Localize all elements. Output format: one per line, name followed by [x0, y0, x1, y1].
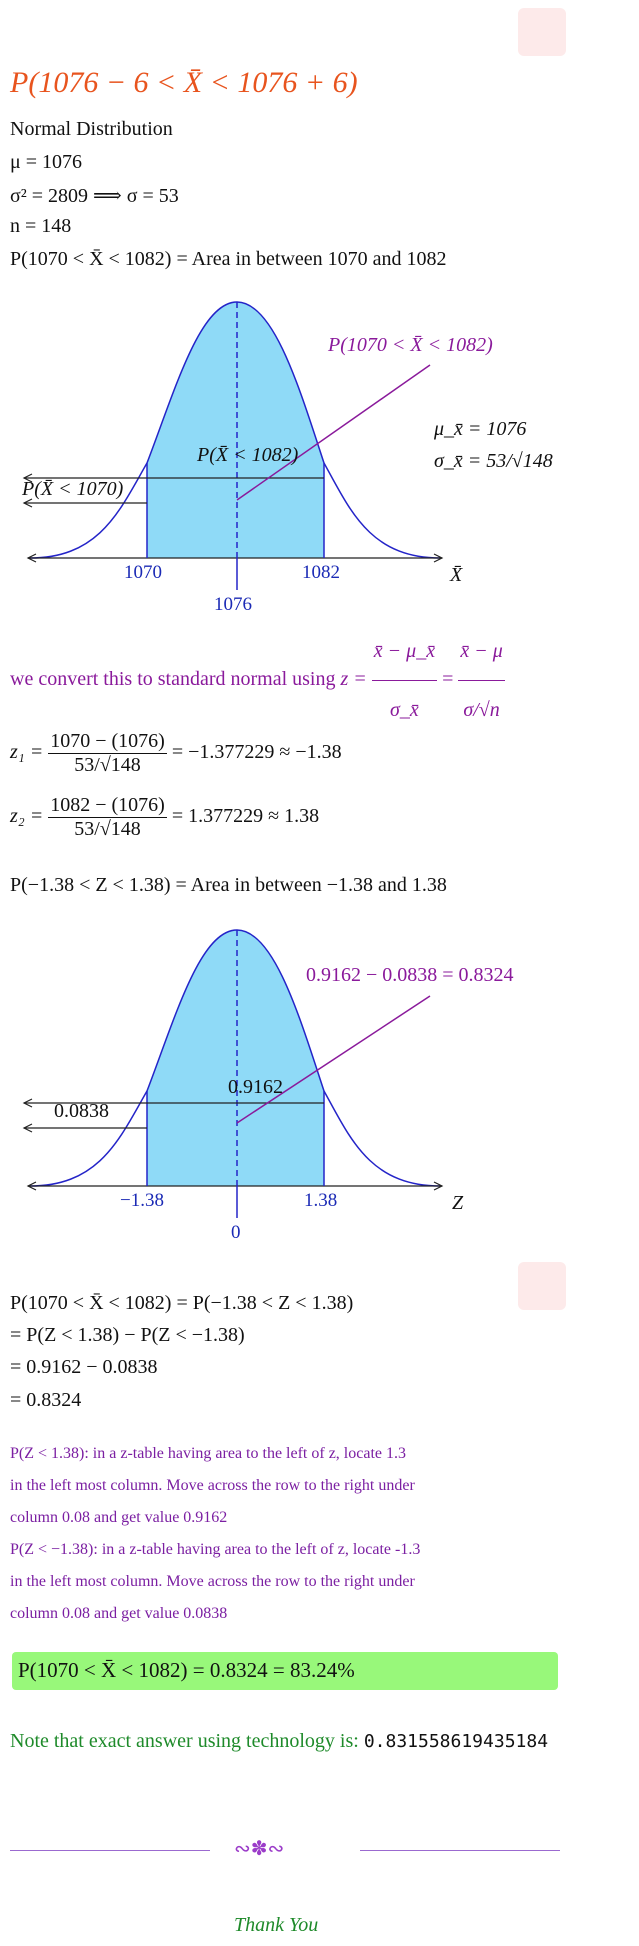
z-table-note: P(Z < 1.38): in a z-table having area to…	[10, 1445, 406, 1462]
step-line: = 0.9162 − 0.0838	[10, 1356, 158, 1378]
standardize-formula: we convert this to standard normal using…	[10, 622, 570, 739]
callout-line	[236, 364, 431, 501]
distribution-label: Normal Distribution	[10, 118, 173, 140]
shaded-area	[147, 930, 324, 1186]
step-line: = P(Z < 1.38) − P(Z < −1.38)	[10, 1324, 245, 1346]
graph1-axis-label: X̄	[450, 564, 463, 586]
probability-area-statement: P(1070 < X̄ < 1082) = Area in between 10…	[10, 248, 447, 270]
shaded-area	[147, 302, 324, 558]
step-line: P(1070 < X̄ < 1082) = P(−1.38 < Z < 1.38…	[10, 1292, 354, 1314]
step-line: = 0.8324	[10, 1389, 82, 1411]
watermark-stamp-icon	[518, 8, 566, 56]
graph2-lower-tick: −1.38	[120, 1190, 164, 1211]
page-title: P(1076 − 6 < X̄ < 1076 + 6)	[10, 66, 358, 99]
graph2-left-label: 0.0838	[54, 1100, 109, 1122]
sample-size: n = 148	[10, 215, 72, 237]
sigma-value: σ² = 2809 ⟹ σ = 53	[10, 185, 179, 207]
z2-calculation: z₂ = 1082 − (1076) 53/√148 = 1.377229 ≈ 1…	[10, 794, 320, 840]
graph2-inner-label: 0.9162	[228, 1076, 283, 1098]
final-answer: P(1070 < X̄ < 1082) = 0.8324 = 83.24%	[18, 1658, 355, 1682]
graph2-upper-tick: 1.38	[304, 1190, 338, 1211]
graph1-left-label: P(X̄ < 1070)	[22, 478, 124, 500]
divider-line	[10, 1850, 210, 1851]
thank-you: Thank You	[234, 1914, 319, 1936]
graph1-lower-tick: 1070	[124, 562, 162, 583]
z-table-note: column 0.08 and get value 0.9162	[10, 1509, 228, 1526]
z1-calculation: z₁ = 1070 − (1076) 53/√148 = −1.377229 ≈ …	[10, 730, 342, 776]
mean-value: μ = 1076	[10, 151, 83, 173]
graph1-upper-tick: 1082	[302, 562, 340, 583]
z-table-note: column 0.08 and get value 0.0838	[10, 1605, 228, 1622]
z-table-note: P(Z < −1.38): in a z-table having area t…	[10, 1541, 421, 1558]
divider-line	[360, 1850, 560, 1851]
graph2-callout: 0.9162 − 0.0838 = 0.8324	[306, 964, 514, 986]
mu-xbar: μ_x̄ = 1076	[434, 418, 527, 440]
watermark-stamp-icon	[518, 1262, 566, 1310]
graph2-center-tick: 0	[231, 1222, 241, 1243]
graph1-callout: P(1070 < X̄ < 1082)	[328, 334, 493, 356]
sigma-xbar: σ_x̄ = 53/√148	[434, 450, 553, 472]
standard-normal-graph	[22, 929, 444, 1218]
callout-line	[236, 995, 431, 1124]
graph1-center-tick: 1076	[214, 594, 252, 615]
z-table-note: in the left most column. Move across the…	[10, 1477, 415, 1494]
graph1-inner-label: P(X̄ < 1082)	[197, 444, 299, 466]
z-table-note: in the left most column. Move across the…	[10, 1573, 415, 1590]
normal-curve-graph	[22, 301, 444, 590]
answer-box	[12, 1652, 558, 1690]
z-area-statement: P(−1.38 < Z < 1.38) = Area in between −1…	[10, 874, 447, 896]
technology-note: Note that exact answer using technology …	[10, 1730, 549, 1752]
graph2-axis-label: Z	[452, 1192, 464, 1214]
ornament-icon: ∾✽∾	[234, 1836, 285, 1860]
